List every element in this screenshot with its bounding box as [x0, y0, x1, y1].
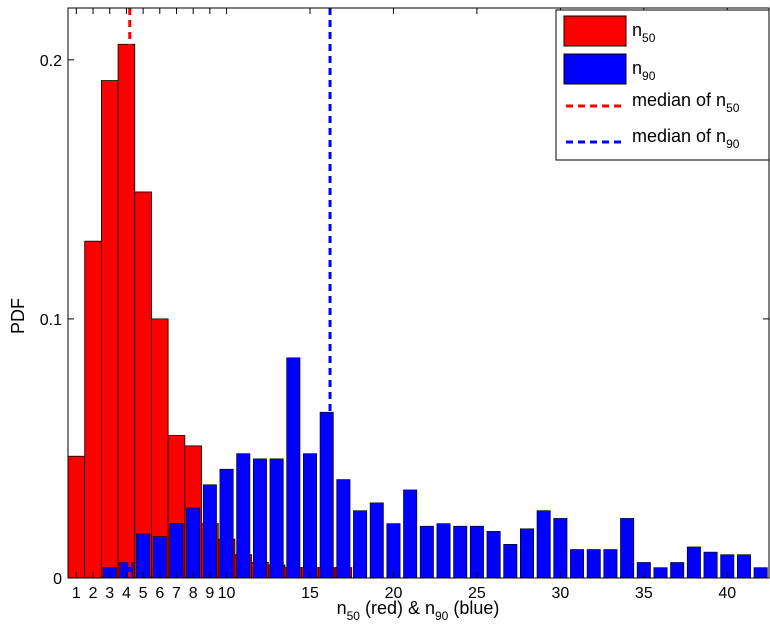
legend-label-median-n50: median of n50 — [632, 90, 740, 115]
bar-n90-8 — [186, 507, 201, 579]
x-axis-label: n50 (red) & n90 (blue) — [337, 598, 500, 623]
bar-n90-17 — [336, 479, 351, 579]
bar-n90-37 — [670, 562, 685, 579]
bar-n90-36 — [653, 567, 668, 579]
legend-label-n50: n50 — [632, 20, 656, 45]
median-lines — [128, 8, 332, 578]
bar-n90-25 — [469, 525, 484, 579]
y-tick-label-0.1: 0.1 — [40, 312, 62, 329]
bar-n90-26 — [486, 531, 501, 579]
bar-n90-34 — [620, 518, 635, 579]
x-tick-label-2: 2 — [89, 585, 98, 602]
x-axis-label-mid: (red) & n — [360, 598, 435, 618]
bar-n50-4 — [117, 43, 136, 579]
bar-n90-38 — [686, 546, 701, 579]
x-tick-label-6: 6 — [155, 585, 164, 602]
bar-n90-20 — [386, 523, 401, 579]
bar-n90-32 — [586, 549, 601, 579]
bar-n90-13 — [269, 458, 284, 579]
bar-n90-22 — [419, 525, 434, 579]
bar-n90-18 — [353, 510, 368, 579]
bar-n90-41 — [736, 554, 751, 579]
x-tick-label-40: 40 — [718, 585, 736, 602]
legend-label-n90: n90 — [632, 58, 656, 83]
bar-n50-1 — [67, 455, 86, 579]
x-axis-label-sub1: 50 — [347, 609, 361, 623]
series-n50-bars — [67, 43, 353, 579]
y-tick-label-0: 0 — [53, 571, 62, 588]
x-axis-label-base1: n — [337, 598, 347, 618]
bar-n50-2 — [84, 240, 102, 579]
x-tick-label-25: 25 — [468, 585, 486, 602]
legend-swatch-n50 — [563, 15, 627, 47]
x-axis-label-sub2: 90 — [435, 609, 449, 623]
legend-label-median-n90: median of n90 — [632, 126, 740, 151]
bar-n50-5 — [134, 191, 152, 579]
x-tick-label-7: 7 — [172, 585, 181, 602]
x-tick-label-9: 9 — [205, 585, 214, 602]
bar-n90-14 — [286, 357, 301, 579]
bar-n90-23 — [436, 523, 451, 579]
bar-n90-27 — [503, 544, 518, 579]
bar-n90-21 — [403, 489, 418, 579]
x-tick-label-8: 8 — [189, 585, 198, 602]
legend-swatch-n90 — [563, 53, 627, 85]
y-axis-label: PDF — [8, 298, 28, 334]
x-tick-label-35: 35 — [635, 585, 653, 602]
bar-n90-12 — [252, 458, 267, 579]
bar-n90-19 — [369, 502, 384, 579]
x-tick-label-4: 4 — [122, 585, 131, 602]
x-tick-label-20: 20 — [385, 585, 403, 602]
bar-n90-7 — [169, 523, 184, 579]
x-tick-label-15: 15 — [301, 585, 319, 602]
bar-n50-3 — [100, 80, 119, 579]
bar-n90-9 — [202, 484, 217, 579]
x-axis-label-tail: (blue) — [448, 598, 499, 618]
bar-n90-24 — [453, 525, 468, 579]
y-tick-label-0.2: 0.2 — [40, 53, 62, 70]
legend: n50 n90 median of n50 median of n90 — [555, 9, 770, 161]
bar-n90-10 — [219, 468, 234, 579]
bar-n90-29 — [536, 510, 551, 579]
bar-n90-28 — [520, 528, 534, 579]
x-axis-ticks: 1 2 3 4 5 6 7 8 9 10 15 20 25 30 35 40 — [72, 8, 736, 602]
bar-n90-31 — [570, 549, 585, 579]
x-tick-label-3: 3 — [105, 585, 114, 602]
bar-n90-6 — [152, 536, 167, 579]
y-axis-ticks: 0 0.1 0.2 — [40, 53, 769, 588]
x-tick-label-1: 1 — [72, 585, 81, 602]
bar-n90-15 — [303, 453, 317, 579]
bar-n90-30 — [553, 518, 568, 579]
x-tick-label-5: 5 — [139, 585, 148, 602]
x-tick-label-30: 30 — [551, 585, 569, 602]
bar-n90-33 — [603, 549, 618, 579]
bar-n90-11 — [236, 453, 251, 579]
plot-frame — [67, 7, 770, 579]
bar-n90-5 — [136, 533, 151, 579]
bar-n90-42 — [753, 567, 768, 579]
x-tick-label-10: 10 — [218, 585, 236, 602]
bar-n90-39 — [703, 551, 718, 579]
